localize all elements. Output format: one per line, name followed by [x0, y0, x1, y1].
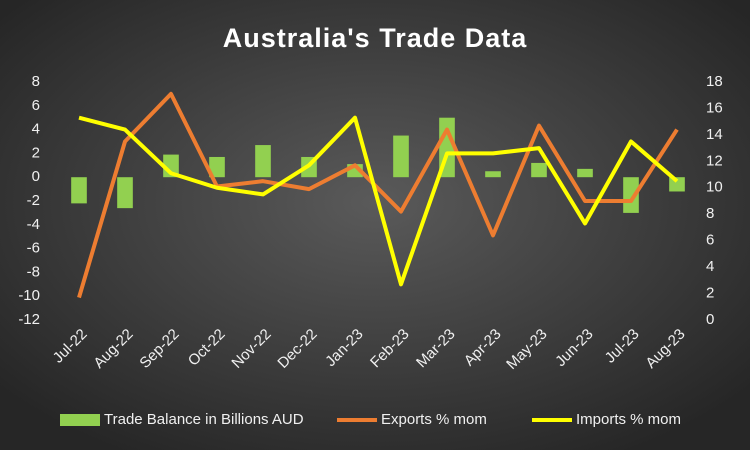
- bar: [255, 145, 271, 178]
- y2-tick-label: 14: [706, 126, 723, 143]
- y2-tick-label: 12: [706, 152, 723, 169]
- y-tick-label: -6: [27, 240, 40, 257]
- line: [78, 115, 679, 287]
- line: [77, 91, 679, 299]
- bar: [531, 162, 547, 178]
- y-tick-label: 6: [32, 97, 40, 114]
- legend-label: Imports % mom: [576, 411, 681, 428]
- legend-label: Trade Balance in Billions AUD: [104, 411, 304, 428]
- y-tick-label: 0: [32, 168, 40, 185]
- y-tick-label: -10: [18, 287, 40, 304]
- bar: [209, 156, 225, 178]
- y-tick-label: 8: [32, 73, 40, 90]
- bar: [117, 177, 133, 209]
- y2-tick-label: 2: [706, 285, 714, 302]
- chart-title: Australia's Trade Data: [223, 23, 528, 53]
- bar: [623, 177, 639, 213]
- y-tick-label: -8: [27, 263, 40, 280]
- y-tick-label: -12: [18, 311, 40, 328]
- y2-tick-label: 4: [706, 258, 714, 275]
- y-tick-label: -4: [27, 216, 40, 233]
- y-tick-label: 2: [32, 144, 40, 161]
- bar: [393, 135, 409, 178]
- y-tick-label: -2: [27, 192, 40, 209]
- bar: [485, 171, 501, 178]
- y2-tick-label: 10: [706, 179, 723, 196]
- y2-tick-label: 8: [706, 205, 714, 222]
- legend-swatch: [60, 414, 100, 426]
- y-tick-label: 4: [32, 121, 40, 138]
- y2-tick-label: 0: [706, 311, 714, 328]
- bar: [577, 168, 593, 178]
- legend-label: Exports % mom: [381, 411, 487, 428]
- y2-tick-label: 16: [706, 99, 723, 116]
- y2-tick-label: 6: [706, 232, 714, 249]
- y2-tick-label: 18: [706, 73, 723, 90]
- bar: [669, 177, 685, 192]
- bar: [71, 177, 87, 204]
